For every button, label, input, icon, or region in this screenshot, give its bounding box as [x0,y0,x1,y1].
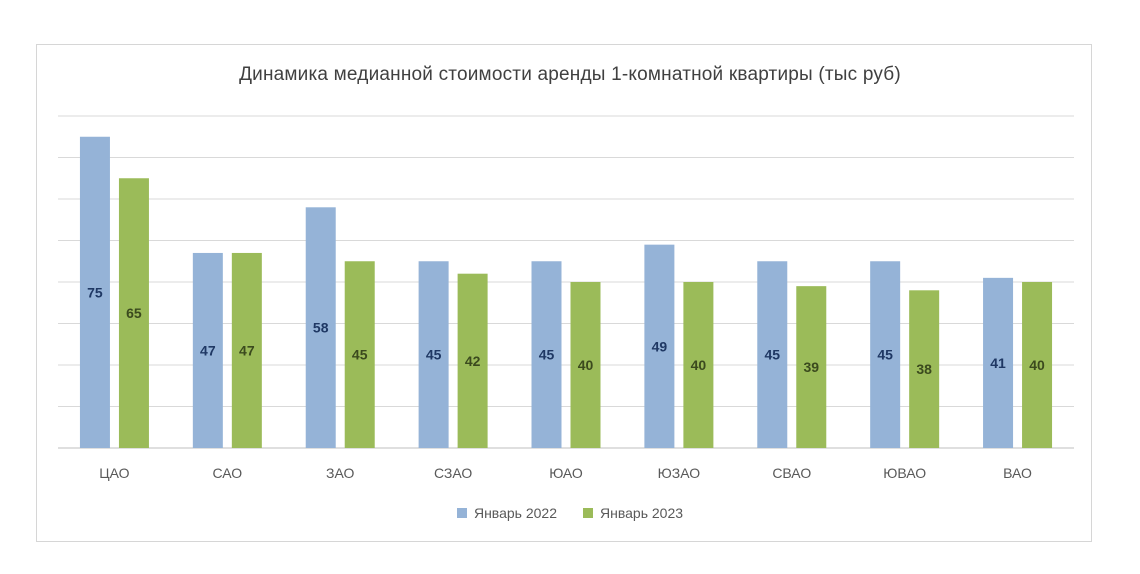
bar-2022-4 [531,261,562,448]
bar-2022-1 [192,252,223,448]
data-label-2022-3: 45 [426,347,442,363]
legend-item-2022: Январь 2022 [456,505,557,521]
chart-title: Динамика медианной стоимости аренды 1-ко… [239,64,901,85]
x-tick-label: СЗАО [434,465,472,481]
legend-label-2023: Январь 2023 [600,505,684,521]
data-label-2022-7: 45 [877,347,893,363]
data-label-2022-2: 58 [313,320,329,336]
x-tick-label: СВАО [772,465,811,481]
bar-2023-0 [118,178,149,448]
data-labels: 75 65 47 47 58 45 45 42 45 40 49 40 45 39 45 38 41 40 [87,284,1045,377]
data-label-2023-3: 42 [465,353,481,369]
data-label-2023-0: 65 [126,305,142,321]
legend-item-2023: Январь 2023 [583,505,683,521]
bar-2023-8 [1022,282,1053,448]
bar-2022-7 [870,261,901,448]
bar-2023-1 [231,252,262,448]
bars [79,136,1053,448]
data-label-2023-7: 38 [916,361,932,377]
data-label-2023-5: 40 [691,357,707,373]
bar-2022-0 [79,136,110,448]
bar-2022-6 [757,261,788,448]
legend: Январь 2022 Январь 2023 [0,505,1140,521]
legend-label-2022: Январь 2022 [473,505,557,521]
data-label-2023-6: 39 [803,359,819,375]
x-tick-label: ЮЗАО [658,465,701,481]
data-label-2023-4: 40 [578,357,594,373]
x-tick-label: ВАО [1003,465,1032,481]
bar-2023-6 [796,286,827,448]
data-label-2022-4: 45 [539,347,555,363]
data-label-2023-1: 47 [239,342,255,358]
bar-2022-5 [644,244,675,448]
data-label-2022-8: 41 [990,355,1006,371]
bar-2023-2 [344,261,375,448]
x-tick-label: ЮВАО [883,465,926,481]
bar-2022-3 [418,261,449,448]
data-label-2023-2: 45 [352,347,368,363]
bar-2023-5 [683,282,714,448]
x-tick-label: ЗАО [326,465,354,481]
x-tick-label: ЦАО [99,465,129,481]
x-tick-label: ЮАО [549,465,583,481]
data-label-2023-8: 40 [1029,357,1045,373]
data-label-2022-5: 49 [652,338,668,354]
data-label-2022-6: 45 [764,347,780,363]
legend-swatch-2022 [456,508,467,518]
legend-swatch-2023 [583,508,593,518]
grid-lines [58,115,1074,449]
bar-2022-2 [305,207,336,448]
x-tick-label: САО [212,465,242,481]
data-label-2022-0: 75 [87,284,103,300]
bar-2022-8 [983,277,1014,448]
x-tick-labels: ЦАО САО ЗАО СЗАО ЮАО ЮЗАО СВАО ЮВАО ВАО [99,465,1032,481]
bar-2023-3 [457,273,488,448]
bar-2023-4 [570,282,601,448]
bar-2023-7 [909,290,940,448]
data-label-2022-1: 47 [200,342,216,358]
